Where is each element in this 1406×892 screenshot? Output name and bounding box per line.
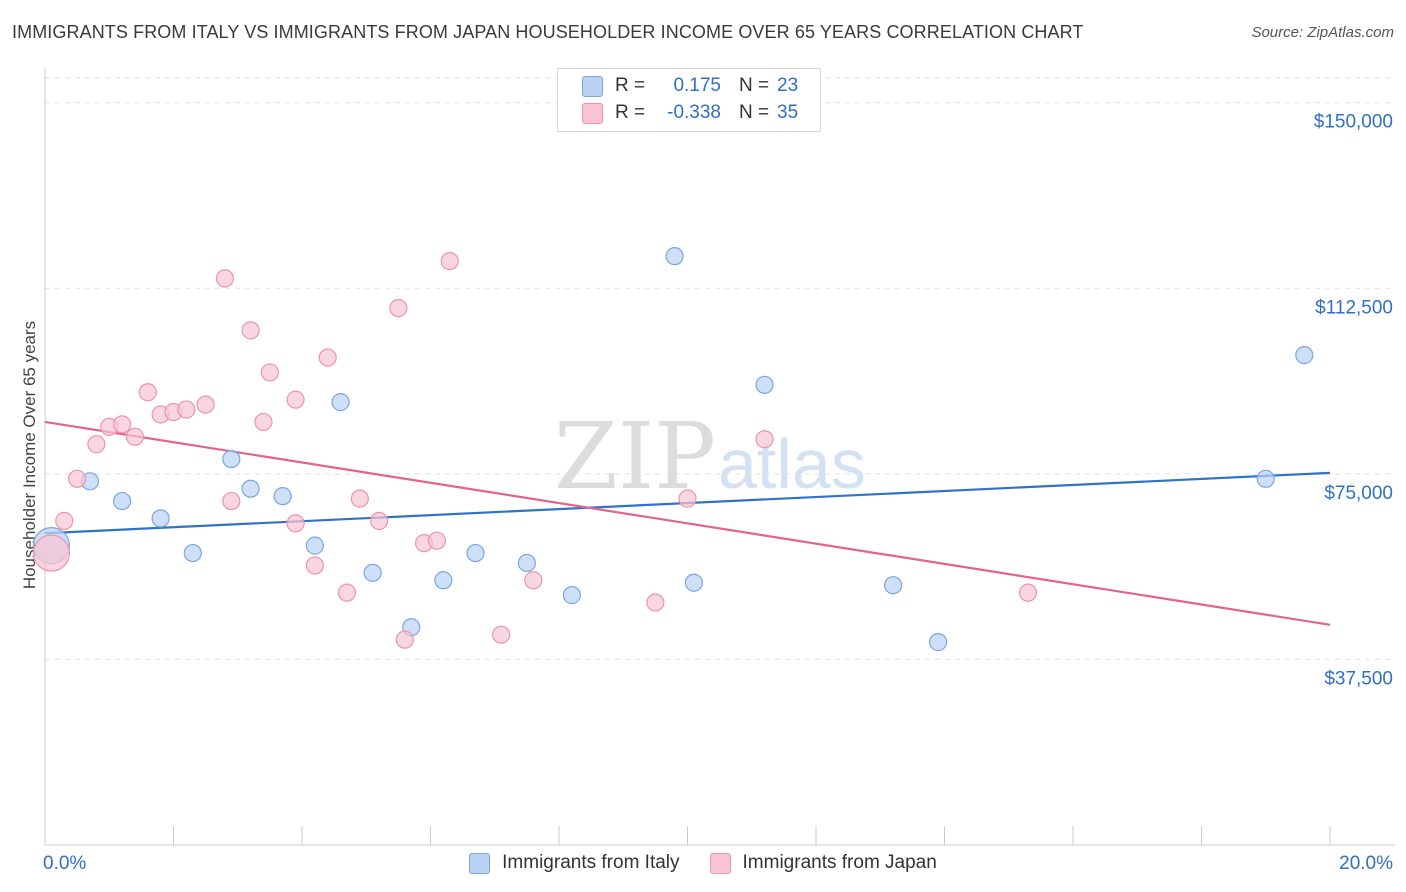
series-legend: Immigrants from Italy Immigrants from Ja… xyxy=(0,852,1406,874)
japan-point xyxy=(68,469,87,488)
r-value: -0.338 xyxy=(667,102,721,123)
italy-point xyxy=(151,509,170,528)
italy-point xyxy=(434,571,453,590)
legend-row-japan: R = -0.338 N = 35 xyxy=(582,101,798,125)
japan-point xyxy=(112,415,132,434)
italy-point xyxy=(466,543,485,563)
japan-point xyxy=(1018,583,1038,602)
legend-label-italy: Immigrants from Italy xyxy=(502,852,680,873)
japan-point xyxy=(196,395,215,414)
italy-swatch xyxy=(582,75,603,97)
japan-point xyxy=(395,630,414,649)
japan-trend-line xyxy=(44,420,1331,626)
correlation-legend: R = 0.175 N = 23 R = -0.338 N = 35 xyxy=(557,68,821,132)
y-tick-label: $37,500 xyxy=(1324,668,1393,689)
italy-point xyxy=(1256,469,1275,488)
italy-point xyxy=(363,563,382,582)
italy-point xyxy=(883,576,903,595)
italy-point xyxy=(1295,346,1314,365)
italy-point xyxy=(305,536,324,555)
x-tick-label: 20.0% xyxy=(1339,853,1393,874)
japan-point xyxy=(286,390,305,409)
japan-point xyxy=(222,491,241,511)
italy-point xyxy=(331,393,350,412)
japan-point xyxy=(32,534,71,572)
japan-point xyxy=(678,489,697,508)
japan-swatch xyxy=(709,852,731,874)
legend-item-italy: Immigrants from Italy xyxy=(469,852,680,874)
japan-point xyxy=(125,427,145,446)
japan-point xyxy=(286,514,305,533)
italy-point xyxy=(665,247,684,266)
japan-point xyxy=(305,556,324,575)
source-label: Source: ZipAtlas.com xyxy=(1251,24,1394,41)
legend-item-japan: Immigrants from Japan xyxy=(709,852,937,874)
italy-point xyxy=(562,586,581,605)
italy-point xyxy=(273,487,292,506)
japan-point xyxy=(427,531,447,550)
n-label: N = xyxy=(739,102,770,123)
japan-point xyxy=(492,625,511,644)
japan-point xyxy=(646,593,665,612)
legend-row-italy: R = 0.175 N = 23 xyxy=(582,74,798,98)
legend-label-japan: Immigrants from Japan xyxy=(742,852,937,873)
japan-point xyxy=(337,583,357,602)
japan-point xyxy=(389,299,408,318)
japan-point xyxy=(55,511,74,530)
italy-point xyxy=(183,543,202,563)
axes xyxy=(44,68,1395,846)
japan-point xyxy=(138,383,157,402)
italy-point xyxy=(112,491,132,511)
r-label: R = xyxy=(615,102,646,123)
n-value: 35 xyxy=(777,102,799,123)
japan-point xyxy=(87,435,106,454)
italy-swatch xyxy=(469,852,491,874)
grid xyxy=(45,77,1395,660)
japan-point xyxy=(260,363,279,382)
japan-point xyxy=(215,269,234,288)
italy-point xyxy=(241,479,260,498)
japan-swatch xyxy=(582,102,603,124)
japan-point xyxy=(177,400,196,419)
r-label: R = xyxy=(615,75,646,96)
data-points xyxy=(32,247,1314,652)
italy-point xyxy=(684,573,704,592)
italy-point xyxy=(928,633,948,652)
italy-point xyxy=(755,375,774,394)
japan-point xyxy=(241,321,260,340)
italy-point xyxy=(222,449,241,469)
japan-point xyxy=(350,489,369,508)
watermark: ZIP atlas xyxy=(554,403,866,510)
y-tick-label: $150,000 xyxy=(1314,112,1393,133)
tick-labels: $37,500 $75,000 $112,500 $150,000 0.0% 20.0% xyxy=(43,112,1393,874)
n-label: N = xyxy=(739,75,770,96)
y-tick-label: $112,500 xyxy=(1315,297,1393,318)
chart-title: IMMIGRANTS FROM ITALY VS IMMIGRANTS FROM… xyxy=(12,22,1084,42)
y-tick-label: $75,000 xyxy=(1324,483,1393,504)
n-value: 23 xyxy=(777,75,799,96)
r-value: 0.175 xyxy=(673,75,721,96)
x-tick-label: 0.0% xyxy=(43,853,86,874)
japan-point xyxy=(318,348,337,367)
japan-point xyxy=(254,412,273,432)
japan-point xyxy=(440,251,459,271)
japan-point xyxy=(524,571,543,590)
italy-point xyxy=(517,553,536,573)
japan-point xyxy=(370,511,389,530)
japan-point xyxy=(755,430,774,449)
watermark-atlas: atlas xyxy=(718,425,866,503)
